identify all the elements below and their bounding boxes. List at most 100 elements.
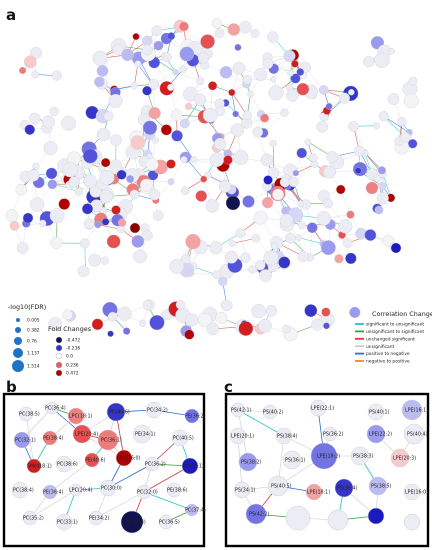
network-node [30, 46, 42, 59]
network-node [99, 190, 113, 204]
network-node [92, 50, 108, 66]
network-node [45, 401, 59, 415]
network-node [310, 442, 338, 470]
network-node [197, 52, 210, 64]
network-node [49, 208, 65, 224]
network-node [62, 162, 78, 178]
network-node [175, 299, 186, 310]
network-node [187, 270, 194, 277]
node-label: PC(36:1) [101, 438, 122, 444]
network-edge [133, 63, 139, 86]
network-node [148, 107, 161, 120]
network-edge [231, 92, 236, 115]
panel-labels: PS(42:1) PS(40:2) LPE(22:1) PS(40:1) LPE(16:… [231, 406, 428, 518]
network-node [160, 124, 172, 136]
network-node [19, 66, 27, 75]
network-node [152, 136, 159, 144]
network-node [390, 242, 402, 254]
network-node [179, 118, 190, 129]
network-node [309, 153, 318, 163]
network-node [403, 513, 421, 531]
network-node [97, 429, 119, 451]
network-node [214, 28, 225, 39]
network-node [58, 198, 71, 210]
network-node [279, 177, 290, 188]
network-node [296, 82, 310, 96]
network-node [190, 156, 198, 163]
network-node [158, 514, 174, 530]
network-node [136, 484, 152, 500]
network-node [197, 312, 212, 328]
network-node [288, 176, 299, 188]
network-node [374, 52, 390, 68]
node-label: PC(32:1) [15, 438, 36, 444]
network-node [48, 317, 63, 331]
network-node [112, 43, 124, 56]
panel-label-c: c [224, 378, 233, 396]
node-label: PC(38:6) [57, 462, 78, 468]
network-node [220, 299, 233, 312]
network-node [72, 424, 92, 444]
network-node [316, 121, 328, 133]
node-label: LPE(22:2) [369, 432, 392, 438]
network-node [219, 66, 233, 79]
network-node [9, 220, 20, 231]
network-node [179, 65, 187, 73]
node-label: PC(36:4) [45, 406, 66, 412]
network-node [287, 69, 294, 77]
legend-fold-label: 0.0 [66, 354, 73, 360]
network-node [196, 76, 205, 86]
network-node [50, 236, 63, 249]
network-node [282, 324, 291, 334]
node-label: PS(40:1) [369, 410, 390, 416]
network-node [214, 137, 227, 151]
network-node [11, 481, 29, 499]
legend-corr-label: unchanged significant [366, 336, 415, 342]
network-node [267, 475, 289, 497]
network-node [22, 212, 34, 224]
network-node [265, 305, 278, 317]
node-label: PS(36:4) [337, 486, 358, 492]
network-node [120, 510, 144, 534]
network-node [322, 198, 333, 209]
network-node [101, 218, 110, 226]
network-edge [237, 409, 285, 437]
network-node [242, 110, 252, 120]
network-node [399, 131, 411, 143]
node-label: LPE(22:1) [311, 406, 334, 412]
node-label: PS(40:4) [407, 432, 428, 438]
network-node [167, 83, 175, 91]
network-node [279, 213, 294, 228]
network-node [311, 160, 319, 169]
network-node [286, 89, 299, 102]
network-node [208, 81, 218, 91]
network-node [334, 254, 344, 264]
network-node [215, 311, 228, 324]
network-node [184, 408, 200, 424]
network-node [142, 35, 153, 47]
network-node [117, 306, 132, 321]
node-label: PE(36:4) [43, 490, 64, 496]
network-node [67, 407, 85, 425]
node-label: PC(33:1) [57, 520, 78, 526]
network-node [291, 60, 299, 68]
network-node [316, 211, 332, 226]
node-label: PC(36:5) [159, 520, 180, 526]
network-node [91, 318, 104, 330]
network-node [18, 406, 34, 422]
node-label: PS(40:5) [271, 484, 292, 490]
network-node [171, 429, 189, 447]
network-node [49, 106, 59, 117]
network-node [238, 452, 258, 472]
network-node [325, 102, 333, 110]
node-label: PS(38:3) [353, 454, 374, 460]
node-label: PE(38:4) [43, 436, 64, 442]
network-node [194, 93, 207, 106]
legend-fdr-label: 0.382 [27, 328, 40, 334]
node-label: SM(d18:1) [27, 464, 52, 470]
network-node [68, 176, 80, 188]
network-node [377, 166, 386, 175]
legend-fdr-title: -log10(FDR) [8, 303, 46, 311]
network-node [184, 102, 193, 111]
network-node [129, 189, 140, 200]
